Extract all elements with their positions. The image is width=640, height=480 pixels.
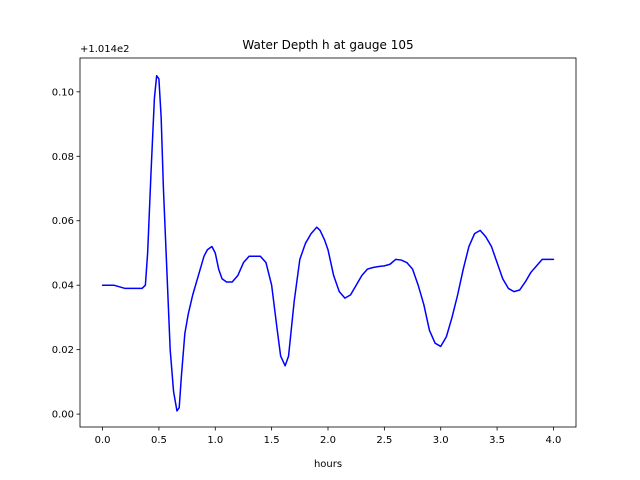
y-tick-label: 0.10 [52, 87, 74, 98]
y-tick-label: 0.06 [52, 216, 74, 227]
x-tick-label: 3.5 [489, 435, 505, 446]
y-tick-label: 0.02 [52, 345, 74, 356]
x-tick-label: 0.5 [151, 435, 167, 446]
y-tick-label: 0.00 [52, 410, 74, 421]
y-tick-label: 0.04 [52, 281, 74, 292]
x-tick-label: 1.0 [207, 435, 223, 446]
y-tick-label: 0.08 [52, 152, 74, 163]
x-tick-label: 4.0 [546, 435, 562, 446]
chart-title: Water Depth h at gauge 105 [242, 38, 413, 52]
x-tick-label: 2.5 [376, 435, 392, 446]
y-offset-label: +1.014e2 [80, 44, 130, 55]
x-tick-label: 3.0 [433, 435, 449, 446]
x-tick-label: 0.0 [95, 435, 111, 446]
plot-area: 0.0 0.5 1.0 1.5 2.0 2.5 3.0 3.5 4.0 0.00 0.02 0.04 0… [52, 57, 577, 446]
x-tick-label: 2.0 [320, 435, 336, 446]
x-axis-label: hours [314, 459, 342, 470]
series-line-0 [101, 74, 555, 412]
x-tick-label: 1.5 [264, 435, 280, 446]
